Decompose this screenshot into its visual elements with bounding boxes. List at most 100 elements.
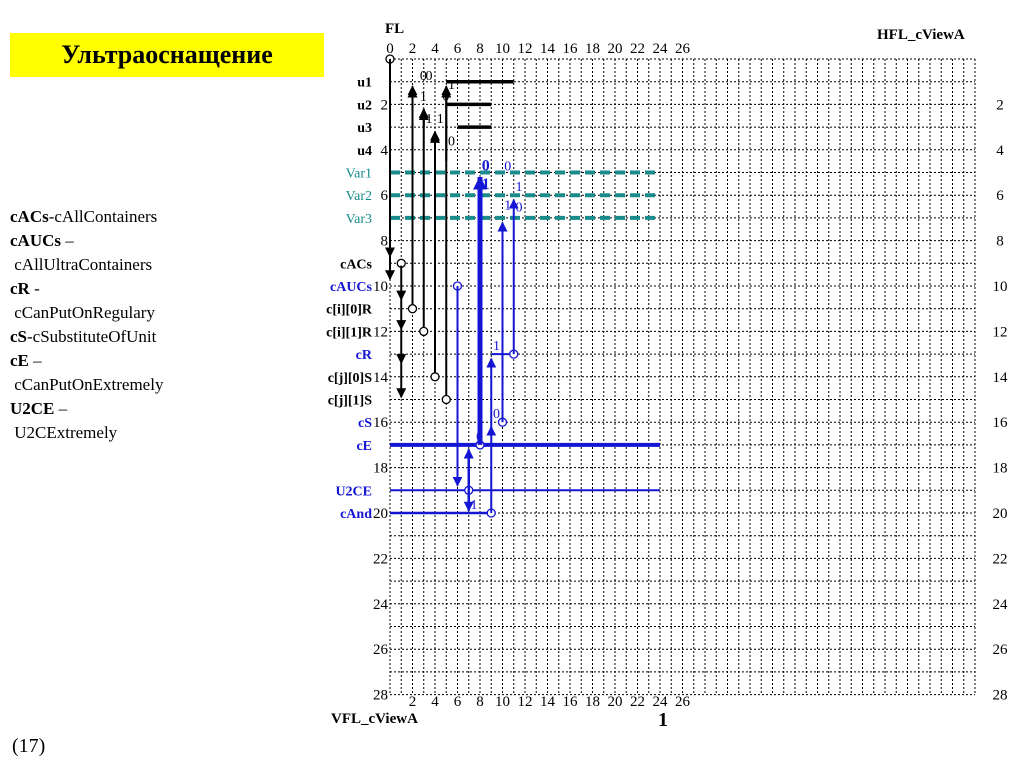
bottom-tick-label: 14	[540, 694, 556, 710]
legend-desc: -cSubstituteOfUnit	[27, 327, 157, 346]
left-tick-label: 8	[381, 234, 389, 250]
right-tick-label: 28	[993, 688, 1008, 704]
row-label: u4	[357, 144, 372, 159]
top-tick-label: 0	[386, 41, 394, 57]
bit-label: 1	[470, 498, 477, 513]
right-tick-label: 14	[993, 370, 1009, 386]
bottom-tick-label: 12	[518, 694, 533, 710]
row-label: cAUCs	[330, 280, 373, 295]
row-label: U2CE	[335, 484, 372, 499]
legend: cACs-cAllContainers cAUCs – cAllUltraCont…	[10, 205, 163, 445]
vfl-axis-label: VFL_cViewA	[331, 711, 418, 727]
legend-term: U2CE	[10, 399, 55, 418]
row-label: u1	[357, 76, 372, 91]
legend-desc: U2CExtremely	[10, 423, 118, 442]
bit-label: 1	[420, 89, 427, 104]
bottom-tick-label: 26	[675, 694, 691, 710]
row-label: cE	[356, 439, 372, 454]
bottom-tick-label: 4	[431, 694, 439, 710]
right-tick-label: 24	[993, 597, 1009, 613]
slide-title: Ультраоснащение	[61, 40, 273, 69]
bottom-tick-label: 18	[585, 694, 600, 710]
left-tick-label: 12	[373, 324, 388, 340]
slide-number: (17)	[12, 735, 46, 757]
right-tick-label: 18	[993, 461, 1008, 477]
bottom-tick-label: 16	[563, 694, 579, 710]
top-tick-label: 22	[630, 41, 645, 57]
right-tick-label: 26	[993, 642, 1009, 658]
legend-line: U2CE –	[10, 397, 163, 421]
ci1r-node	[419, 326, 429, 337]
bit-label: 1	[437, 112, 444, 127]
bit-label: 1	[482, 176, 490, 193]
left-tick-label: 10	[373, 279, 388, 295]
fl-axis-label: FL	[385, 21, 404, 37]
legend-term: cAUCs	[10, 231, 61, 250]
legend-line: cAUCs –	[10, 229, 163, 253]
legend-desc: cCanPutOnRegulary	[10, 303, 155, 322]
row-label: cR	[356, 348, 373, 363]
row-label: Var3	[346, 212, 372, 227]
row-label: c[j][0]S	[328, 371, 373, 386]
right-tick-label: 16	[993, 415, 1009, 431]
bottom-tick-label: 24	[653, 694, 669, 710]
legend-desc: cCanPutOnExtremely	[10, 375, 164, 394]
top-tick-label: 12	[518, 41, 533, 57]
row-label: cS	[358, 416, 372, 431]
bit-label: 1	[448, 78, 455, 93]
top-tick-label: 24	[653, 41, 669, 57]
ci0r-node	[407, 304, 418, 314]
left-tick-label: 26	[373, 642, 389, 658]
cj0s-node	[430, 372, 440, 382]
right-tick-label: 4	[996, 143, 1004, 159]
right-tick-label: 20	[993, 506, 1008, 522]
legend-term: cE	[10, 351, 29, 370]
bit-label: 0	[448, 135, 455, 150]
legend-line: cS-cSubstituteOfUnit	[10, 325, 163, 349]
legend-desc: cAllUltraContainers	[10, 255, 153, 274]
top-tick-label: 8	[476, 41, 484, 57]
top-tick-label: 2	[409, 41, 417, 57]
bit-label: 0	[504, 160, 511, 175]
bottom-tick-label: 8	[476, 694, 484, 710]
bottom-tick-label: 6	[454, 694, 462, 710]
top-tick-label: 26	[675, 41, 691, 57]
cj1s-node	[441, 394, 451, 405]
bottom-tick-label: 2	[409, 694, 417, 710]
bit-label: 0	[442, 89, 449, 104]
legend-line: U2CExtremely	[10, 421, 163, 445]
top-tick-label: 20	[608, 41, 623, 57]
right-tick-label: 6	[996, 188, 1004, 204]
row-label: c[j][1]S	[328, 394, 373, 409]
legend-term: cS	[10, 327, 27, 346]
legend-desc: -	[29, 279, 40, 298]
legend-line: cAllUltraContainers	[10, 253, 163, 277]
left-tick-label: 18	[373, 461, 388, 477]
legend-desc: -cAllContainers	[48, 207, 158, 226]
right-tick-label: 22	[993, 551, 1008, 567]
left-tick-label: 28	[373, 688, 388, 704]
top-tick-label: 10	[495, 41, 510, 57]
legend-desc: –	[61, 231, 74, 250]
legend-term: cACs	[10, 207, 49, 226]
row-label: Var1	[346, 167, 372, 182]
right-tick-label: 12	[993, 324, 1008, 340]
top-tick-label: 6	[454, 41, 462, 57]
right-tick-label: 8	[996, 234, 1004, 250]
row-label: u2	[357, 98, 372, 113]
bottom-tick-label: 22	[630, 694, 645, 710]
bottom-tick-label: 20	[608, 694, 623, 710]
legend-desc: –	[28, 351, 42, 370]
row-label: cACs	[340, 257, 372, 272]
bottom-marker: 1	[658, 709, 668, 731]
left-tick-label: 2	[381, 97, 389, 113]
top-tick-label: 16	[563, 41, 579, 57]
bit-label: 0	[420, 69, 427, 84]
left-tick-label: 4	[381, 143, 389, 159]
right-tick-label: 10	[993, 279, 1008, 295]
legend-desc: –	[54, 399, 68, 418]
bit-label: 0	[425, 69, 432, 84]
bit-label: 0	[515, 201, 522, 216]
legend-line: cE –	[10, 349, 163, 373]
